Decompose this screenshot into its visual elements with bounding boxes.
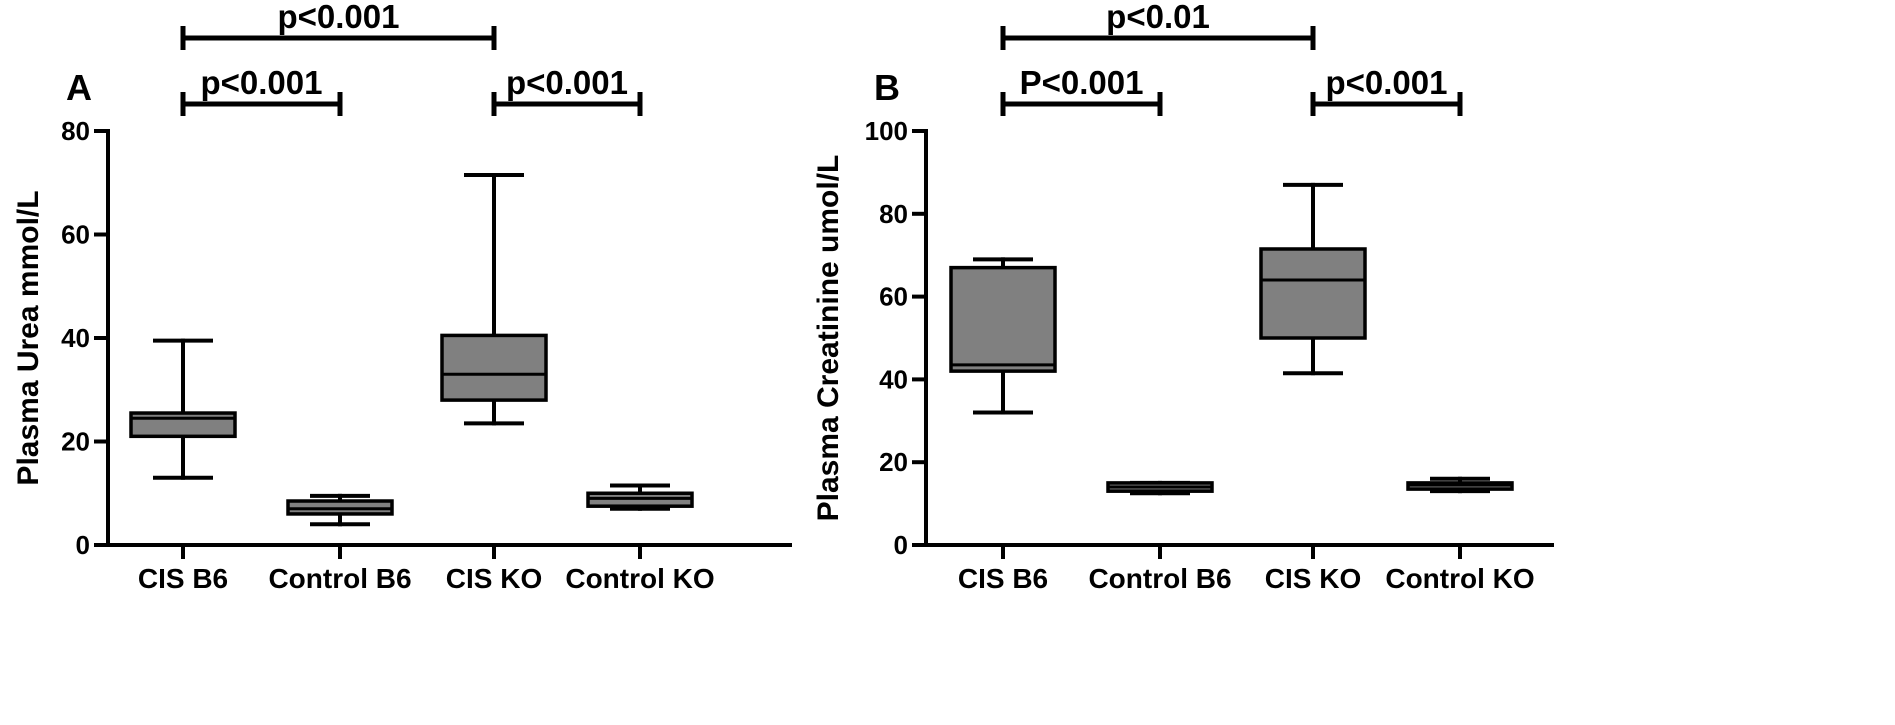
y-tick-label: 40 bbox=[879, 364, 908, 394]
panel-label: A bbox=[66, 67, 92, 108]
x-category-label: Control KO bbox=[1385, 563, 1534, 594]
y-axis-label: Plasma Creatinine umol/L bbox=[812, 155, 845, 522]
significance-bracket: p<0.001 bbox=[180, 64, 343, 116]
significance-bracket: p<0.01 bbox=[1000, 0, 1316, 50]
box-group bbox=[1106, 480, 1214, 496]
box-group bbox=[1406, 476, 1514, 494]
box-iqr bbox=[440, 333, 548, 402]
p-value-label: p<0.001 bbox=[200, 64, 322, 101]
box-group bbox=[440, 172, 548, 426]
x-category-label: Control B6 bbox=[268, 563, 411, 594]
y-tick-label: 0 bbox=[76, 530, 90, 560]
box-iqr bbox=[129, 411, 237, 439]
panel-label: B bbox=[874, 67, 900, 108]
box-group bbox=[286, 493, 394, 527]
x-category-label: CIS B6 bbox=[138, 563, 228, 594]
significance-bracket: p<0.001 bbox=[1310, 64, 1463, 116]
y-tick-label: 20 bbox=[879, 447, 908, 477]
y-axis-label: Plasma Urea mmol/L bbox=[12, 190, 45, 485]
y-tick-label: 40 bbox=[61, 323, 90, 353]
y-tick-label: 80 bbox=[879, 199, 908, 229]
significance-bracket: p<0.001 bbox=[491, 64, 643, 116]
y-tick-label: 60 bbox=[879, 282, 908, 312]
significance-bracket: p<0.001 bbox=[180, 0, 497, 50]
box-group bbox=[129, 338, 237, 480]
significance-bracket: P<0.001 bbox=[1000, 64, 1163, 116]
x-category-label: CIS KO bbox=[446, 563, 542, 594]
box-group bbox=[586, 483, 694, 511]
p-value-label: P<0.001 bbox=[1020, 64, 1144, 101]
x-category-label: CIS KO bbox=[1265, 563, 1361, 594]
panel-a: A Plasma Urea mmol/L 0 20 40 60 80 CIS B6 Contro… bbox=[12, 0, 792, 594]
p-value-label: p<0.001 bbox=[1325, 64, 1447, 101]
panel-b: B Plasma Creatinine umol/L 0 20 40 60 80 100 CIS… bbox=[812, 0, 1554, 594]
box-group bbox=[949, 257, 1057, 415]
y-tick-label: 0 bbox=[894, 530, 908, 560]
x-category-label: Control KO bbox=[565, 563, 714, 594]
y-tick-label: 80 bbox=[61, 116, 90, 146]
box-iqr bbox=[949, 265, 1057, 373]
p-value-label: p<0.01 bbox=[1106, 0, 1210, 35]
y-tick-label: 60 bbox=[61, 220, 90, 250]
box-group bbox=[1259, 182, 1367, 376]
box-iqr bbox=[1259, 247, 1367, 340]
y-tick-label: 100 bbox=[865, 116, 908, 146]
x-category-label: CIS B6 bbox=[958, 563, 1048, 594]
x-category-label: Control B6 bbox=[1088, 563, 1231, 594]
p-value-label: p<0.001 bbox=[506, 64, 628, 101]
y-tick-label: 20 bbox=[61, 427, 90, 457]
p-value-label: p<0.001 bbox=[277, 0, 399, 35]
